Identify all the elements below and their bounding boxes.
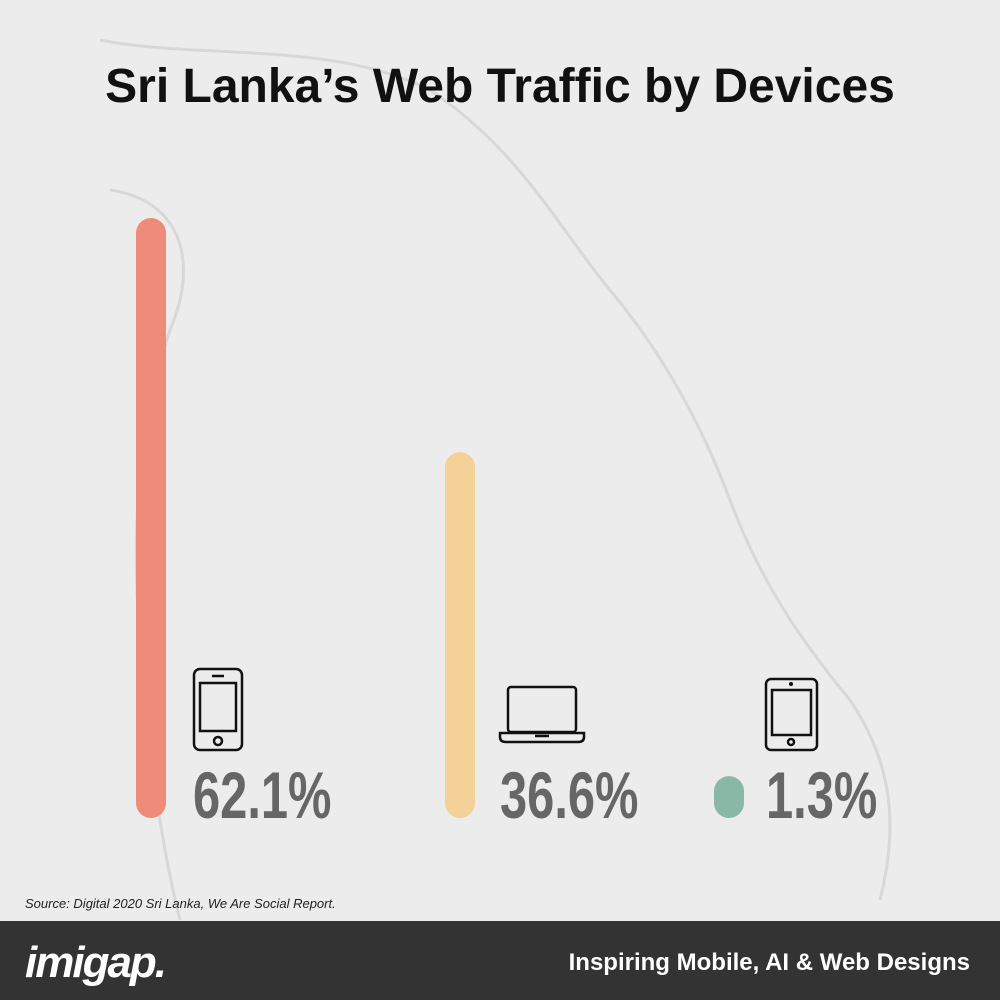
tablet-icon [764,677,819,752]
bar [445,452,475,818]
bar [136,218,166,818]
phone-icon [192,667,244,752]
source: Source: Digital 2020 Sri Lanka, We Are S… [25,896,336,911]
value-label: 36.6% [500,759,638,833]
bar [714,776,744,818]
laptop-icon [498,685,586,744]
brand: imigap. [25,938,165,987]
tagline: Inspiring Mobile, AI & Web Designs [569,949,970,976]
chart-title: Sri Lanka’s Web Traffic by Devices [105,60,895,113]
footer [0,921,1000,1000]
value-label: 62.1% [193,759,331,833]
value-label: 1.3% [766,759,877,833]
